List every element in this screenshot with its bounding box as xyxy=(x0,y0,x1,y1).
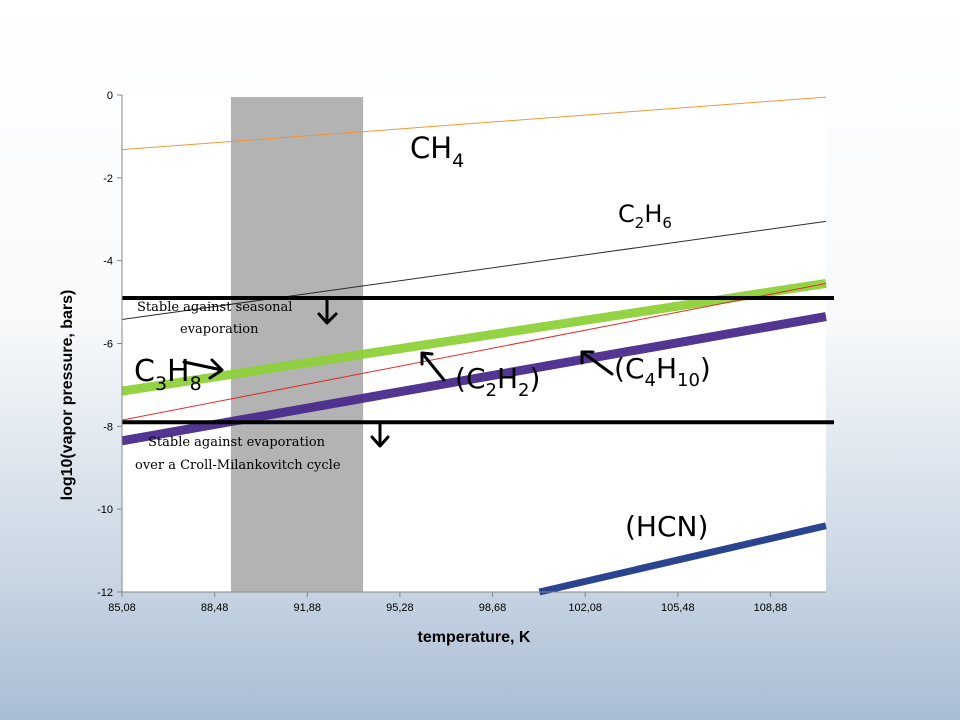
label-c3h8: C3H8 xyxy=(134,354,202,395)
series-line-hcn xyxy=(538,522,827,596)
y-tick-label: -2 xyxy=(103,173,113,185)
x-tick-label: 102,08 xyxy=(568,602,602,614)
y-axis-label: log10(vapor pressure, bars) xyxy=(59,290,76,501)
label-hcn: (HCN) xyxy=(625,510,708,543)
series-line-c3h8 xyxy=(121,278,827,396)
threshold-label-1b: evaporation xyxy=(180,322,259,337)
x-tick-label: 91,88 xyxy=(293,602,321,614)
x-tick-label: 85,08 xyxy=(108,602,136,614)
y-tick-label: -6 xyxy=(103,339,113,351)
x-tick-label: 108,88 xyxy=(754,602,788,614)
arrow-down-milankovitch xyxy=(370,422,390,448)
y-tick-label: -12 xyxy=(97,587,113,599)
label-ch4: CH4 xyxy=(410,131,464,172)
arrow-c4h10 xyxy=(580,350,614,376)
shaded-temperature-band xyxy=(230,97,364,592)
y-tick-label: -8 xyxy=(103,421,113,433)
label-c2h2: (C2H2) xyxy=(455,362,540,401)
arrow-c2h2 xyxy=(420,351,446,382)
series-line-ch4 xyxy=(121,96,827,151)
label-c2h6: C2H6 xyxy=(618,200,672,232)
threshold-label-1a: Stable against seasonal xyxy=(137,300,292,315)
y-tick-label: -10 xyxy=(97,504,113,516)
series-line-c4h10 xyxy=(121,312,827,446)
x-tick-label: 95,28 xyxy=(386,602,414,614)
arrow-down-seasonal xyxy=(317,298,338,325)
y-tick-label: -4 xyxy=(103,256,113,268)
x-tick-label: 105,48 xyxy=(661,602,695,614)
arrow-c3h8 xyxy=(182,358,224,380)
x-axis-label: temperature, K xyxy=(418,629,531,646)
y-tick-label: 0 xyxy=(107,90,113,102)
series-line-c2h6 xyxy=(121,220,827,320)
threshold-label-2b: over a Croll-Milankovitch cycle xyxy=(135,458,341,473)
label-c4h10: (C4H10) xyxy=(614,352,711,391)
x-tick-label: 98,68 xyxy=(479,602,507,614)
x-tick-label: 88,48 xyxy=(201,602,229,614)
threshold-label-2a: Stable against evaporation xyxy=(148,435,326,450)
plot-area xyxy=(122,95,826,592)
series-line-c2h2 xyxy=(121,282,827,421)
